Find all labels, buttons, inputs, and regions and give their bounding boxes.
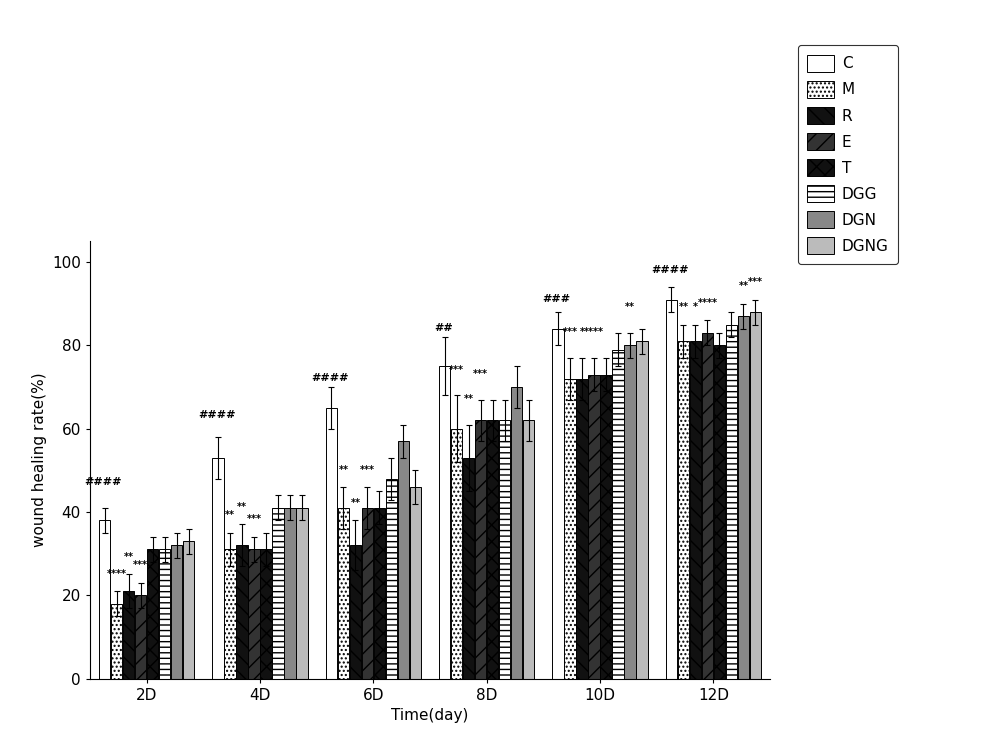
- Bar: [463, 458, 474, 679]
- Bar: [296, 508, 308, 679]
- Text: ***: ***: [360, 464, 375, 474]
- Bar: [159, 550, 170, 679]
- Bar: [666, 299, 677, 679]
- Text: **: **: [338, 464, 348, 474]
- Bar: [588, 375, 600, 679]
- Bar: [523, 421, 534, 679]
- Text: ####: ####: [651, 265, 689, 274]
- Text: *: *: [580, 327, 584, 337]
- Text: **: **: [678, 302, 688, 312]
- Bar: [236, 545, 248, 679]
- Text: ####: ####: [198, 410, 235, 421]
- Text: *: *: [693, 302, 698, 312]
- Text: **: **: [237, 502, 247, 512]
- Bar: [439, 366, 450, 679]
- Bar: [564, 379, 576, 679]
- Bar: [750, 312, 761, 679]
- Text: ####: ####: [85, 477, 122, 487]
- Bar: [374, 508, 385, 679]
- Bar: [123, 591, 134, 679]
- Text: ##: ##: [434, 323, 453, 333]
- Bar: [224, 550, 236, 679]
- Bar: [612, 350, 624, 679]
- Text: ***: ***: [562, 327, 578, 337]
- Bar: [326, 408, 337, 679]
- Text: **: **: [225, 510, 235, 520]
- Bar: [135, 596, 146, 679]
- Text: **: **: [464, 394, 474, 403]
- Bar: [600, 375, 612, 679]
- Bar: [212, 458, 224, 679]
- Y-axis label: wound healing rate(%): wound healing rate(%): [32, 372, 47, 547]
- Bar: [111, 604, 122, 679]
- Text: ***: ***: [449, 364, 464, 375]
- Text: ***: ***: [748, 277, 763, 287]
- Bar: [475, 421, 486, 679]
- Bar: [576, 379, 588, 679]
- Bar: [636, 342, 648, 679]
- Bar: [183, 541, 194, 679]
- Text: **: **: [124, 552, 134, 562]
- Bar: [350, 545, 361, 679]
- Bar: [272, 508, 284, 679]
- Text: ###: ###: [543, 294, 571, 304]
- Bar: [171, 545, 182, 679]
- Bar: [99, 520, 110, 679]
- Bar: [690, 342, 701, 679]
- Legend: C, M, R, E, T, DGG, DGN, DGNG: C, M, R, E, T, DGG, DGN, DGNG: [798, 45, 898, 264]
- Bar: [338, 508, 349, 679]
- Text: **: **: [738, 281, 748, 291]
- Bar: [702, 333, 713, 679]
- Bar: [284, 508, 296, 679]
- Bar: [738, 316, 749, 679]
- Text: ####: ####: [311, 373, 349, 383]
- Bar: [511, 387, 522, 679]
- Text: ***: ***: [133, 560, 148, 570]
- Text: **: **: [625, 302, 635, 312]
- Bar: [260, 550, 272, 679]
- Bar: [678, 342, 689, 679]
- Bar: [398, 441, 409, 679]
- Bar: [499, 421, 510, 679]
- Bar: [624, 345, 636, 679]
- Bar: [147, 550, 158, 679]
- Bar: [714, 345, 725, 679]
- Bar: [726, 324, 737, 679]
- Text: ****: ****: [697, 298, 717, 308]
- Bar: [487, 421, 498, 679]
- Text: ***: ***: [246, 514, 262, 525]
- Bar: [386, 479, 397, 679]
- Bar: [451, 429, 462, 679]
- Bar: [410, 487, 421, 679]
- Bar: [362, 508, 373, 679]
- X-axis label: Time(day): Time(day): [391, 708, 469, 723]
- Bar: [552, 329, 564, 679]
- Bar: [248, 550, 260, 679]
- Text: ***: ***: [473, 369, 488, 379]
- Text: **: **: [350, 498, 360, 508]
- Text: ****: ****: [584, 327, 604, 337]
- Text: ****: ****: [107, 569, 127, 578]
